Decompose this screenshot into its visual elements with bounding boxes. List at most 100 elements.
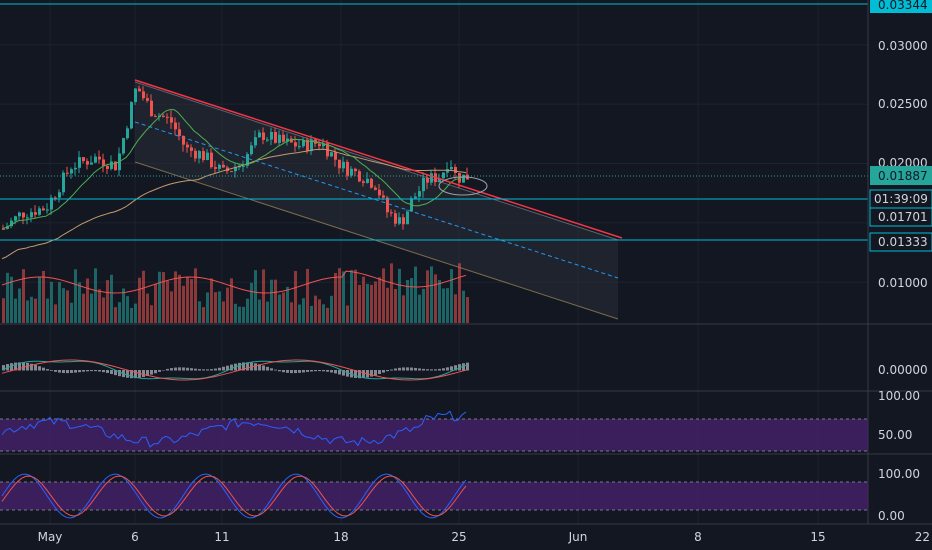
candle-body	[134, 88, 137, 103]
candle-body	[42, 208, 45, 211]
volume-bar	[246, 298, 249, 323]
volume-ma-line	[1, 270, 467, 294]
volume-bar	[42, 270, 45, 323]
volume-bar	[178, 274, 181, 323]
macd-hist-bar	[370, 370, 373, 377]
candle-body	[246, 154, 249, 166]
macd-hist-bar	[194, 368, 197, 371]
macd-hist-bar	[390, 369, 393, 371]
volume-bar	[298, 304, 301, 323]
ma-slow-line	[1, 148, 467, 260]
macd-hist-bar	[170, 368, 173, 371]
macd-hist-bar	[54, 370, 57, 372]
candle-body	[66, 172, 69, 174]
volume-bar	[54, 304, 57, 323]
volume-bar	[122, 288, 125, 323]
candle-body	[454, 167, 457, 173]
volume-bar	[74, 269, 77, 323]
macd-hist-bar	[182, 367, 185, 371]
stoch-tick-label: 0.00	[878, 509, 905, 523]
volume-bar	[186, 276, 189, 323]
volume-bar	[206, 292, 209, 323]
macd-hist-bar	[430, 369, 433, 371]
volume-bar	[254, 270, 257, 323]
volume-bar	[222, 301, 225, 323]
macd-hist-bar	[442, 368, 445, 371]
macd-pane[interactable]	[1, 359, 469, 381]
candle-body	[214, 167, 217, 169]
volume-bar	[150, 305, 153, 323]
candle-body	[250, 145, 253, 155]
candle-body	[94, 156, 97, 163]
main-pane[interactable]	[0, 0, 868, 524]
price-axis[interactable]: 0.03000 0.02500 0.02000 0.01000 0.03344 …	[869, 0, 932, 523]
macd-hist-bar	[326, 370, 329, 372]
volume-bar	[82, 293, 85, 323]
highlight-ellipse[interactable]	[438, 176, 488, 196]
rsi-pane[interactable]	[0, 410, 868, 452]
candle-body	[366, 178, 369, 183]
time-tick-label: 11	[214, 530, 229, 544]
volume-bar	[290, 302, 293, 323]
volume-bar	[394, 289, 397, 323]
volume-bar	[70, 302, 73, 323]
candle-body	[362, 181, 365, 183]
candle-body	[102, 159, 105, 166]
volume-bar	[402, 295, 405, 323]
volume-bar	[174, 271, 177, 323]
volume-bar	[170, 291, 173, 323]
volume-bar	[414, 266, 417, 323]
resistance-trendline[interactable]	[134, 79, 623, 239]
macd-hist-bar	[46, 369, 49, 371]
macd-hist-bar	[2, 365, 5, 371]
candle-body	[462, 174, 465, 183]
macd-hist-bar	[466, 362, 469, 371]
time-tick-label: May	[38, 530, 63, 544]
volume-bar	[162, 272, 165, 323]
candle-body	[450, 167, 453, 170]
regression-channel-upper	[134, 81, 619, 241]
volume-bar	[454, 294, 457, 323]
volume-bar	[418, 294, 421, 323]
candle-body	[318, 143, 321, 147]
candle-body	[174, 122, 177, 130]
macd-hist-bar	[262, 365, 265, 371]
macd-hist-bar	[150, 370, 153, 375]
macd-hist-bar	[94, 370, 97, 372]
candle-body	[122, 138, 125, 154]
volume-bar	[158, 271, 161, 323]
candle-body	[402, 217, 405, 225]
volume-bar	[194, 268, 197, 323]
candle-body	[274, 132, 277, 143]
volume-bar	[238, 306, 241, 323]
volume-bar	[282, 292, 285, 323]
macd-hist-bar	[438, 368, 441, 371]
macd-hist-bar	[18, 362, 21, 371]
volume-bar	[30, 296, 33, 323]
candle-body	[354, 168, 357, 172]
volume-bar	[442, 288, 445, 323]
macd-signal-line	[1, 359, 467, 381]
macd-hist-bar	[386, 370, 389, 372]
macd-hist-bar	[322, 370, 325, 372]
candle-body	[234, 167, 237, 172]
candle-body	[78, 157, 81, 168]
candle-body	[70, 169, 73, 174]
price-tick-label: 0.01000	[878, 276, 928, 290]
volume-bar	[346, 305, 349, 323]
regression-channel-mid	[134, 121, 619, 279]
volume-bar	[166, 280, 169, 323]
macd-hist-bar	[222, 366, 225, 371]
macd-hist-bar	[266, 366, 269, 371]
macd-tick-label: 0.00000	[878, 363, 928, 377]
stoch-pane[interactable]	[0, 473, 868, 519]
volume-bar	[334, 273, 337, 323]
macd-hist-bar	[362, 370, 365, 379]
rsi-tick-label: 50.00	[878, 428, 912, 442]
candle-body	[290, 138, 293, 143]
macd-hist-bar	[214, 368, 217, 371]
time-axis[interactable]: May 6 11 18 25 Jun 8 15 22	[38, 530, 930, 544]
volume-bar	[34, 298, 37, 323]
candle-body	[270, 132, 273, 140]
